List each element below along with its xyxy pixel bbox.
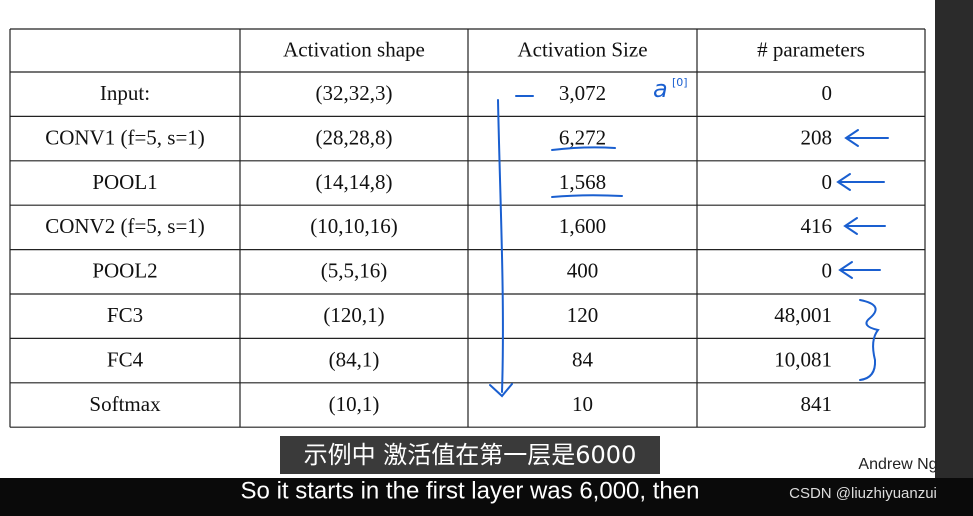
table-cell: 84 xyxy=(572,347,594,371)
table-cell: 416 xyxy=(801,214,833,238)
table-cell: 3,072 xyxy=(559,81,606,105)
table-cell: (14,14,8) xyxy=(316,170,393,194)
row-label: Input: xyxy=(100,81,150,105)
arrow-left xyxy=(844,129,889,147)
arrow-head xyxy=(489,383,513,398)
underline xyxy=(551,194,623,198)
table-cell: (10,10,16) xyxy=(310,214,398,238)
row-label: Softmax xyxy=(89,392,161,416)
annotation-symbol: a xyxy=(653,75,668,103)
table-cell: 10 xyxy=(572,392,593,416)
table-cell: 400 xyxy=(567,259,599,283)
row-label: FC3 xyxy=(107,303,143,327)
table-cell: (84,1) xyxy=(329,347,380,371)
subtitle-chinese: 示例中 激活值在第一层是6000 xyxy=(304,441,637,469)
row-label: POOL2 xyxy=(92,259,157,283)
table-cell: (120,1) xyxy=(323,303,384,327)
subtitle-bar xyxy=(0,478,973,516)
table-cell: 1,600 xyxy=(559,214,606,238)
site-watermark: CSDN @liuzhiyuanzui xyxy=(789,485,937,502)
column-header: Activation Size xyxy=(517,37,647,61)
brace xyxy=(859,299,880,381)
underline xyxy=(551,146,616,151)
handwriting: a [0] xyxy=(489,75,889,398)
arrow-line xyxy=(497,99,504,393)
table-cell: 0 xyxy=(822,170,833,194)
side-strip xyxy=(935,0,973,516)
column-header: Activation shape xyxy=(283,37,425,61)
table-cell: 0 xyxy=(822,81,833,105)
table-cell: 6,272 xyxy=(559,125,606,149)
table-cell: (28,28,8) xyxy=(316,125,393,149)
table-cell: 48,001 xyxy=(774,303,832,327)
table: Activation shape Activation Size # paramet… xyxy=(9,28,926,428)
row-label: FC4 xyxy=(107,347,144,371)
author-watermark: Andrew Ng xyxy=(858,456,937,473)
arrow-left xyxy=(838,261,881,279)
arrow-left xyxy=(843,217,886,235)
row-label: CONV2 (f=5, s=1) xyxy=(45,214,205,238)
table-cell: (5,5,16) xyxy=(321,259,388,283)
table-cell: (32,32,3) xyxy=(316,81,393,105)
subtitle-english: So it starts in the first layer was 6,00… xyxy=(241,477,700,504)
arrow-left xyxy=(836,173,885,191)
table-cell: 0 xyxy=(822,259,833,283)
table-cell: 1,568 xyxy=(559,170,606,194)
table-cell: (10,1) xyxy=(329,392,380,416)
table-cell: 841 xyxy=(801,392,833,416)
table-cell: 208 xyxy=(801,125,833,149)
table-cell: 120 xyxy=(567,303,599,327)
annotation-superscript: [0] xyxy=(672,76,688,89)
row-label: POOL1 xyxy=(92,170,157,194)
subtitle-box xyxy=(280,436,660,474)
column-header: # parameters xyxy=(757,37,865,61)
row-label: CONV1 (f=5, s=1) xyxy=(45,125,205,149)
table-cell: 10,081 xyxy=(774,347,832,371)
